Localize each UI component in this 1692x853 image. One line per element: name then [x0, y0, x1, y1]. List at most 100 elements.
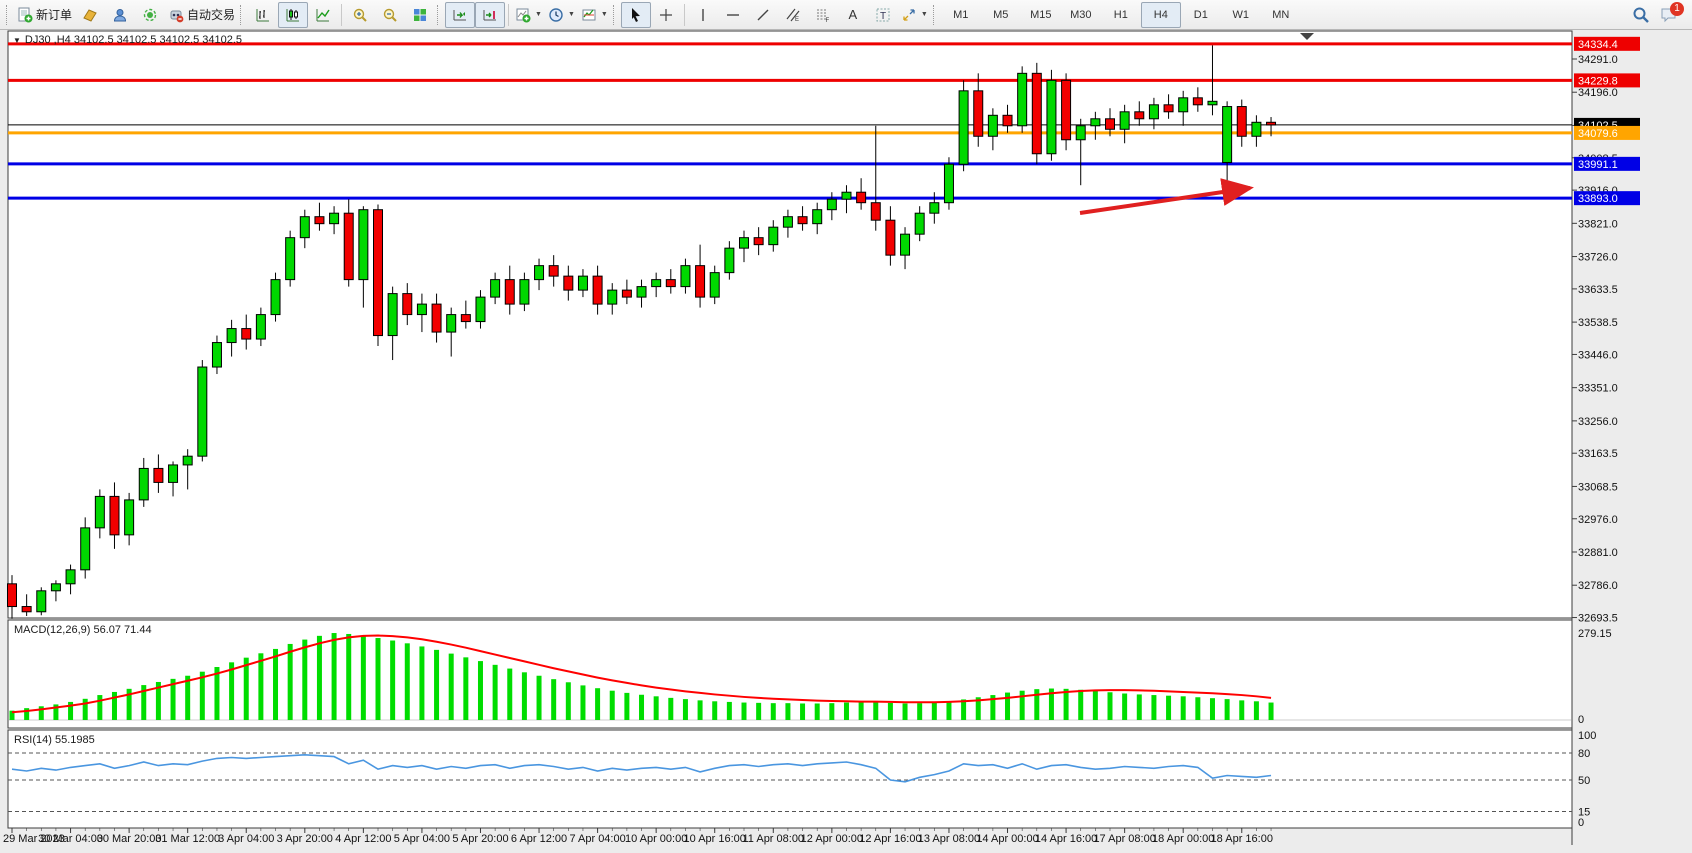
y-tick-label: 33256.0	[1578, 416, 1618, 428]
cursor-button[interactable]	[620, 1, 651, 28]
timeframe-M1[interactable]: M1	[953, 8, 969, 21]
candle	[270, 279, 281, 316]
candle	[695, 265, 706, 298]
toolbar: 新订单 自动交易 ▼ ▼	[0, 0, 1692, 30]
macd-histogram-bar	[287, 643, 293, 720]
macd-histogram-bar	[961, 699, 967, 720]
tile-windows-button[interactable]	[405, 2, 435, 28]
y-tick-label: 33538.5	[1578, 317, 1618, 329]
auto-scroll-button[interactable]	[445, 1, 476, 28]
new-chart-icon	[83, 8, 97, 22]
macd-histogram-bar	[595, 688, 601, 720]
candlestick-chart-button[interactable]	[278, 1, 309, 28]
candle	[7, 583, 17, 608]
x-tick-label: 3 Apr 04:00	[218, 833, 274, 845]
candle	[1222, 106, 1233, 163]
y-tick-label: 33068.5	[1578, 481, 1618, 493]
candle	[373, 209, 383, 337]
macd-histogram-bar	[785, 703, 791, 720]
group-grip	[932, 4, 937, 25]
macd-histogram-bar	[155, 681, 161, 720]
macd-histogram-bar	[1005, 692, 1011, 720]
macd-histogram-bar	[917, 703, 923, 720]
arrows-button[interactable]: ▼	[898, 2, 931, 28]
macd-histogram-bar	[580, 685, 586, 720]
fibonacci-button[interactable]: F	[808, 2, 838, 28]
macd-histogram-bar	[814, 703, 820, 720]
timeframe-H4[interactable]: H4	[1140, 1, 1181, 28]
symbol-dropdown-icon[interactable]: ▼	[13, 36, 21, 45]
toolbar-grip	[6, 4, 10, 25]
candle	[665, 279, 676, 288]
separator	[508, 3, 510, 26]
candle	[138, 467, 149, 501]
chart-shift-marker[interactable]	[1300, 33, 1314, 40]
candle	[534, 265, 545, 281]
trend-arrow-annotation[interactable]	[1079, 178, 1254, 215]
macd-histogram-bar	[258, 653, 264, 720]
zoom-out-icon	[383, 8, 397, 22]
timeframe-M30[interactable]: M30	[1070, 8, 1092, 21]
templates-button[interactable]: ▼	[578, 2, 611, 28]
candle	[563, 275, 574, 291]
candle	[797, 216, 808, 225]
text-button[interactable]: A	[838, 2, 868, 28]
timeframe-MN[interactable]: MN	[1272, 8, 1290, 21]
timeframe-M5[interactable]: M5	[993, 8, 1009, 21]
macd-histogram-bar	[170, 678, 176, 720]
auto-trading-button[interactable]: 自动交易	[165, 2, 238, 28]
zoom-out-button[interactable]	[375, 2, 405, 28]
horizontal-line-button[interactable]	[718, 2, 748, 28]
candle	[768, 226, 779, 246]
macd-histogram-bar	[800, 703, 806, 720]
candle	[1236, 106, 1247, 137]
bar-chart-button[interactable]	[248, 2, 278, 28]
candle	[124, 499, 135, 536]
profiles-button[interactable]	[105, 2, 135, 28]
fibonacci-icon: F	[816, 9, 829, 23]
periods-button[interactable]: ▼	[545, 2, 578, 28]
crosshair-button[interactable]	[651, 2, 681, 28]
macd-histogram-bar	[682, 699, 688, 720]
chart-shift-button[interactable]	[475, 1, 506, 28]
group-grip	[240, 4, 244, 25]
price-badge	[1574, 36, 1640, 51]
timeframe-W1[interactable]: W1	[1232, 8, 1250, 21]
equidistant-channel-icon: E	[786, 8, 800, 23]
bar-chart-icon	[256, 8, 270, 21]
zoom-in-button[interactable]	[345, 2, 375, 28]
macd-histogram-bar	[273, 648, 279, 720]
candle	[1148, 104, 1159, 120]
candle	[21, 606, 32, 613]
auto-scroll-icon	[453, 9, 467, 20]
search-icon[interactable]	[1632, 6, 1650, 24]
candle	[416, 303, 427, 316]
group-grip	[612, 4, 617, 25]
candle	[1207, 100, 1218, 106]
macd-histogram-bar	[199, 671, 205, 720]
macd-histogram-bar	[1253, 701, 1259, 720]
timeframe-M15[interactable]: M15	[1030, 8, 1052, 21]
candle	[241, 328, 252, 340]
equidistant-channel-button[interactable]: E	[778, 2, 808, 28]
timeframe-H1[interactable]: H1	[1113, 8, 1128, 21]
candle	[504, 279, 515, 305]
group-grip	[437, 4, 441, 25]
x-tick-label: 11 Apr 08:00	[742, 833, 804, 845]
signals-button[interactable]	[135, 2, 165, 28]
indicators-button[interactable]: ▼	[512, 2, 545, 28]
macd-histogram-bar	[668, 697, 674, 720]
timeframe-D1[interactable]: D1	[1193, 8, 1208, 21]
line-chart-button[interactable]	[308, 2, 338, 28]
new-chart-button[interactable]	[75, 2, 105, 28]
trendline-button[interactable]	[748, 2, 778, 28]
macd-histogram-bar	[492, 664, 498, 720]
vertical-line-button[interactable]	[688, 2, 718, 28]
text-label-button[interactable]: T	[868, 2, 898, 28]
macd-histogram-bar	[565, 682, 571, 720]
new-order-button[interactable]: 新订单	[14, 2, 75, 28]
new-order-label: 新订单	[36, 8, 73, 22]
candle	[94, 495, 105, 529]
chat-button[interactable]: 1	[1658, 1, 1684, 26]
